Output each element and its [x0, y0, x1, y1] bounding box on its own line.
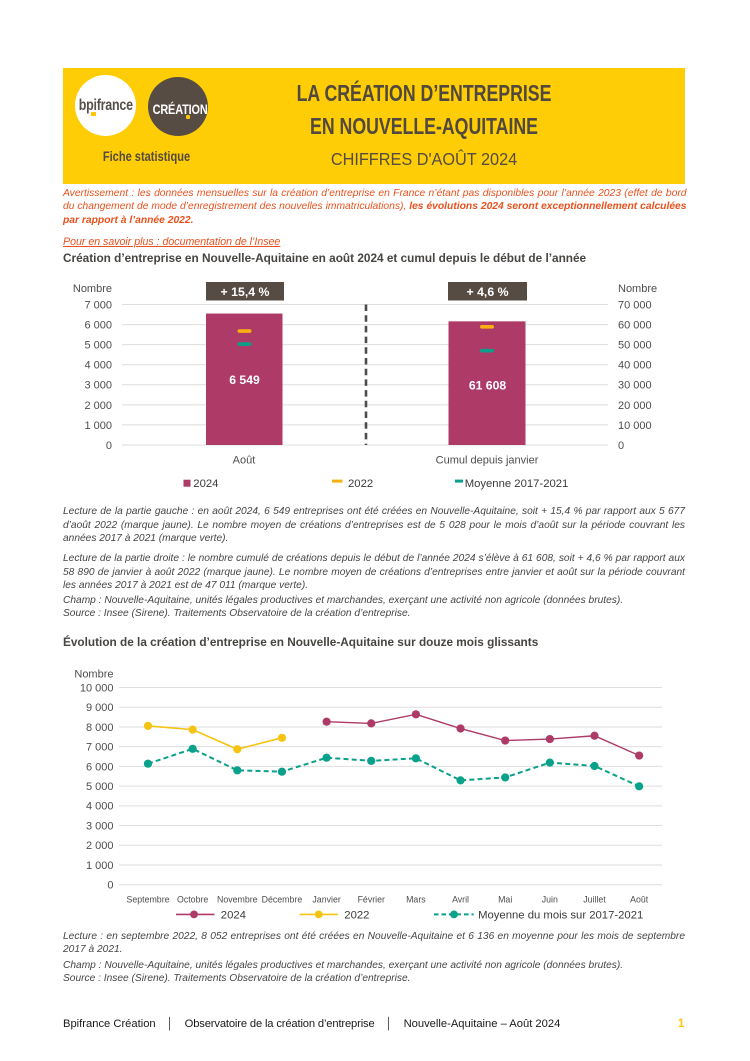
svg-text:Janvier: Janvier — [312, 895, 340, 905]
svg-text:+ 15,4 %: + 15,4 % — [221, 285, 270, 299]
svg-text:3 000: 3 000 — [84, 380, 112, 392]
svg-text:6 000: 6 000 — [86, 761, 114, 773]
svg-text:Cumul depuis janvier: Cumul depuis janvier — [436, 454, 539, 466]
svg-text:2022: 2022 — [344, 910, 369, 922]
svg-text:0: 0 — [106, 440, 112, 452]
svg-text:1 000: 1 000 — [84, 420, 112, 432]
svg-text:Juin: Juin — [542, 895, 558, 905]
svg-text:3 000: 3 000 — [86, 820, 114, 832]
svg-text:70 000: 70 000 — [618, 299, 652, 311]
svg-text:Juillet: Juillet — [583, 895, 606, 905]
svg-text:0: 0 — [618, 440, 624, 452]
svg-text:4 000: 4 000 — [84, 360, 112, 372]
svg-text:Nombre: Nombre — [74, 669, 113, 681]
svg-text:2022: 2022 — [348, 478, 373, 490]
svg-text:+ 4,6 %: + 4,6 % — [466, 285, 508, 299]
svg-text:40 000: 40 000 — [618, 360, 652, 372]
svg-text:2024: 2024 — [221, 910, 246, 922]
svg-text:Mai: Mai — [498, 895, 512, 905]
svg-text:4 000: 4 000 — [86, 801, 114, 813]
svg-text:2 000: 2 000 — [84, 400, 112, 412]
svg-text:Octobre: Octobre — [177, 895, 208, 905]
svg-text:20 000: 20 000 — [618, 400, 652, 412]
svg-text:2 000: 2 000 — [86, 840, 114, 852]
svg-text:7 000: 7 000 — [86, 742, 114, 754]
svg-text:5 000: 5 000 — [86, 781, 114, 793]
svg-text:Nombre: Nombre — [618, 283, 657, 295]
svg-text:6 549: 6 549 — [229, 373, 260, 387]
svg-text:Septembre: Septembre — [126, 895, 169, 905]
svg-text:5 000: 5 000 — [84, 340, 112, 352]
svg-text:10 000: 10 000 — [618, 420, 652, 432]
svg-text:60 000: 60 000 — [618, 319, 652, 331]
svg-text:61 608: 61 608 — [469, 378, 506, 392]
svg-text:9 000: 9 000 — [86, 702, 114, 714]
svg-text:8 000: 8 000 — [86, 722, 114, 734]
svg-text:1 000: 1 000 — [86, 860, 114, 872]
svg-text:Avril: Avril — [452, 895, 469, 905]
svg-text:Décembre: Décembre — [262, 895, 303, 905]
svg-text:Février: Février — [358, 895, 385, 905]
svg-text:Moyenne du mois sur 2017-2021: Moyenne du mois sur 2017-2021 — [478, 910, 643, 922]
svg-text:7 000: 7 000 — [84, 299, 112, 311]
svg-text:Août: Août — [630, 895, 649, 905]
svg-text:50 000: 50 000 — [618, 340, 652, 352]
svg-text:Nombre: Nombre — [73, 283, 112, 295]
svg-text:30 000: 30 000 — [618, 380, 652, 392]
svg-text:0: 0 — [107, 880, 113, 892]
svg-text:10 000: 10 000 — [80, 682, 114, 694]
svg-text:Mars: Mars — [406, 895, 426, 905]
svg-text:Moyenne 2017-2021: Moyenne 2017-2021 — [465, 478, 569, 490]
svg-text:Août: Août — [233, 454, 256, 466]
svg-text:Novembre: Novembre — [217, 895, 258, 905]
svg-text:2024: 2024 — [193, 478, 218, 490]
svg-text:6 000: 6 000 — [84, 319, 112, 331]
